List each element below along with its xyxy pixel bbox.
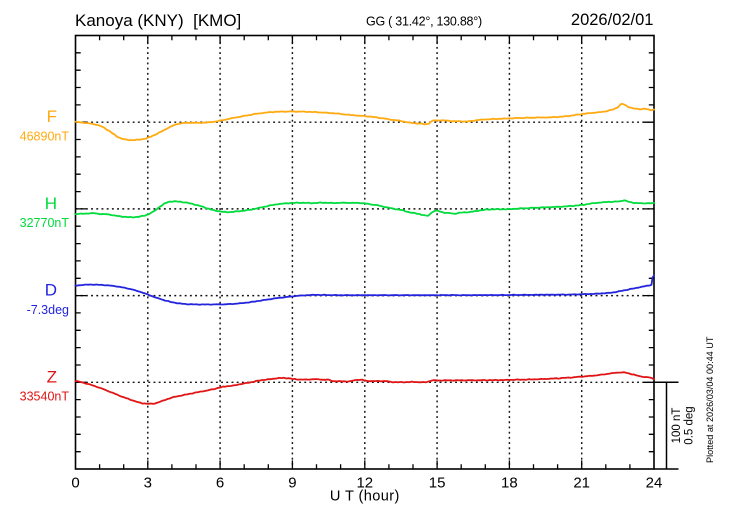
svg-text:H: H — [45, 194, 57, 213]
svg-text:Kanoya (KNY) [KMO]: Kanoya (KNY) [KMO] — [75, 11, 241, 30]
svg-text:Plotted at 2026/03/04 00:44 UT: Plotted at 2026/03/04 00:44 UT — [705, 336, 715, 463]
svg-text:15: 15 — [429, 475, 446, 492]
svg-text:12: 12 — [356, 475, 373, 492]
svg-text:-7.3deg: -7.3deg — [27, 303, 69, 317]
svg-text:18: 18 — [501, 475, 518, 492]
svg-text:F: F — [47, 107, 57, 126]
svg-text:3: 3 — [144, 475, 152, 492]
svg-text:32770nT: 32770nT — [20, 216, 70, 230]
svg-text:GG ( 31.42°, 130.88°): GG ( 31.42°, 130.88°) — [366, 15, 482, 29]
svg-text:21: 21 — [573, 475, 590, 492]
svg-text:D: D — [45, 281, 57, 300]
svg-text:0: 0 — [71, 475, 79, 492]
svg-text:24: 24 — [646, 475, 663, 492]
svg-text:33540nT: 33540nT — [20, 390, 70, 404]
svg-text:9: 9 — [288, 475, 296, 492]
svg-text:Z: Z — [47, 367, 57, 386]
svg-text:46890nT: 46890nT — [20, 130, 70, 144]
svg-text:0.5 deg: 0.5 deg — [684, 406, 696, 444]
svg-text:2026/02/01: 2026/02/01 — [571, 11, 654, 29]
svg-text:U T (hour): U T (hour) — [330, 489, 400, 505]
svg-text:100 nT: 100 nT — [671, 408, 683, 444]
svg-text:6: 6 — [216, 475, 224, 492]
